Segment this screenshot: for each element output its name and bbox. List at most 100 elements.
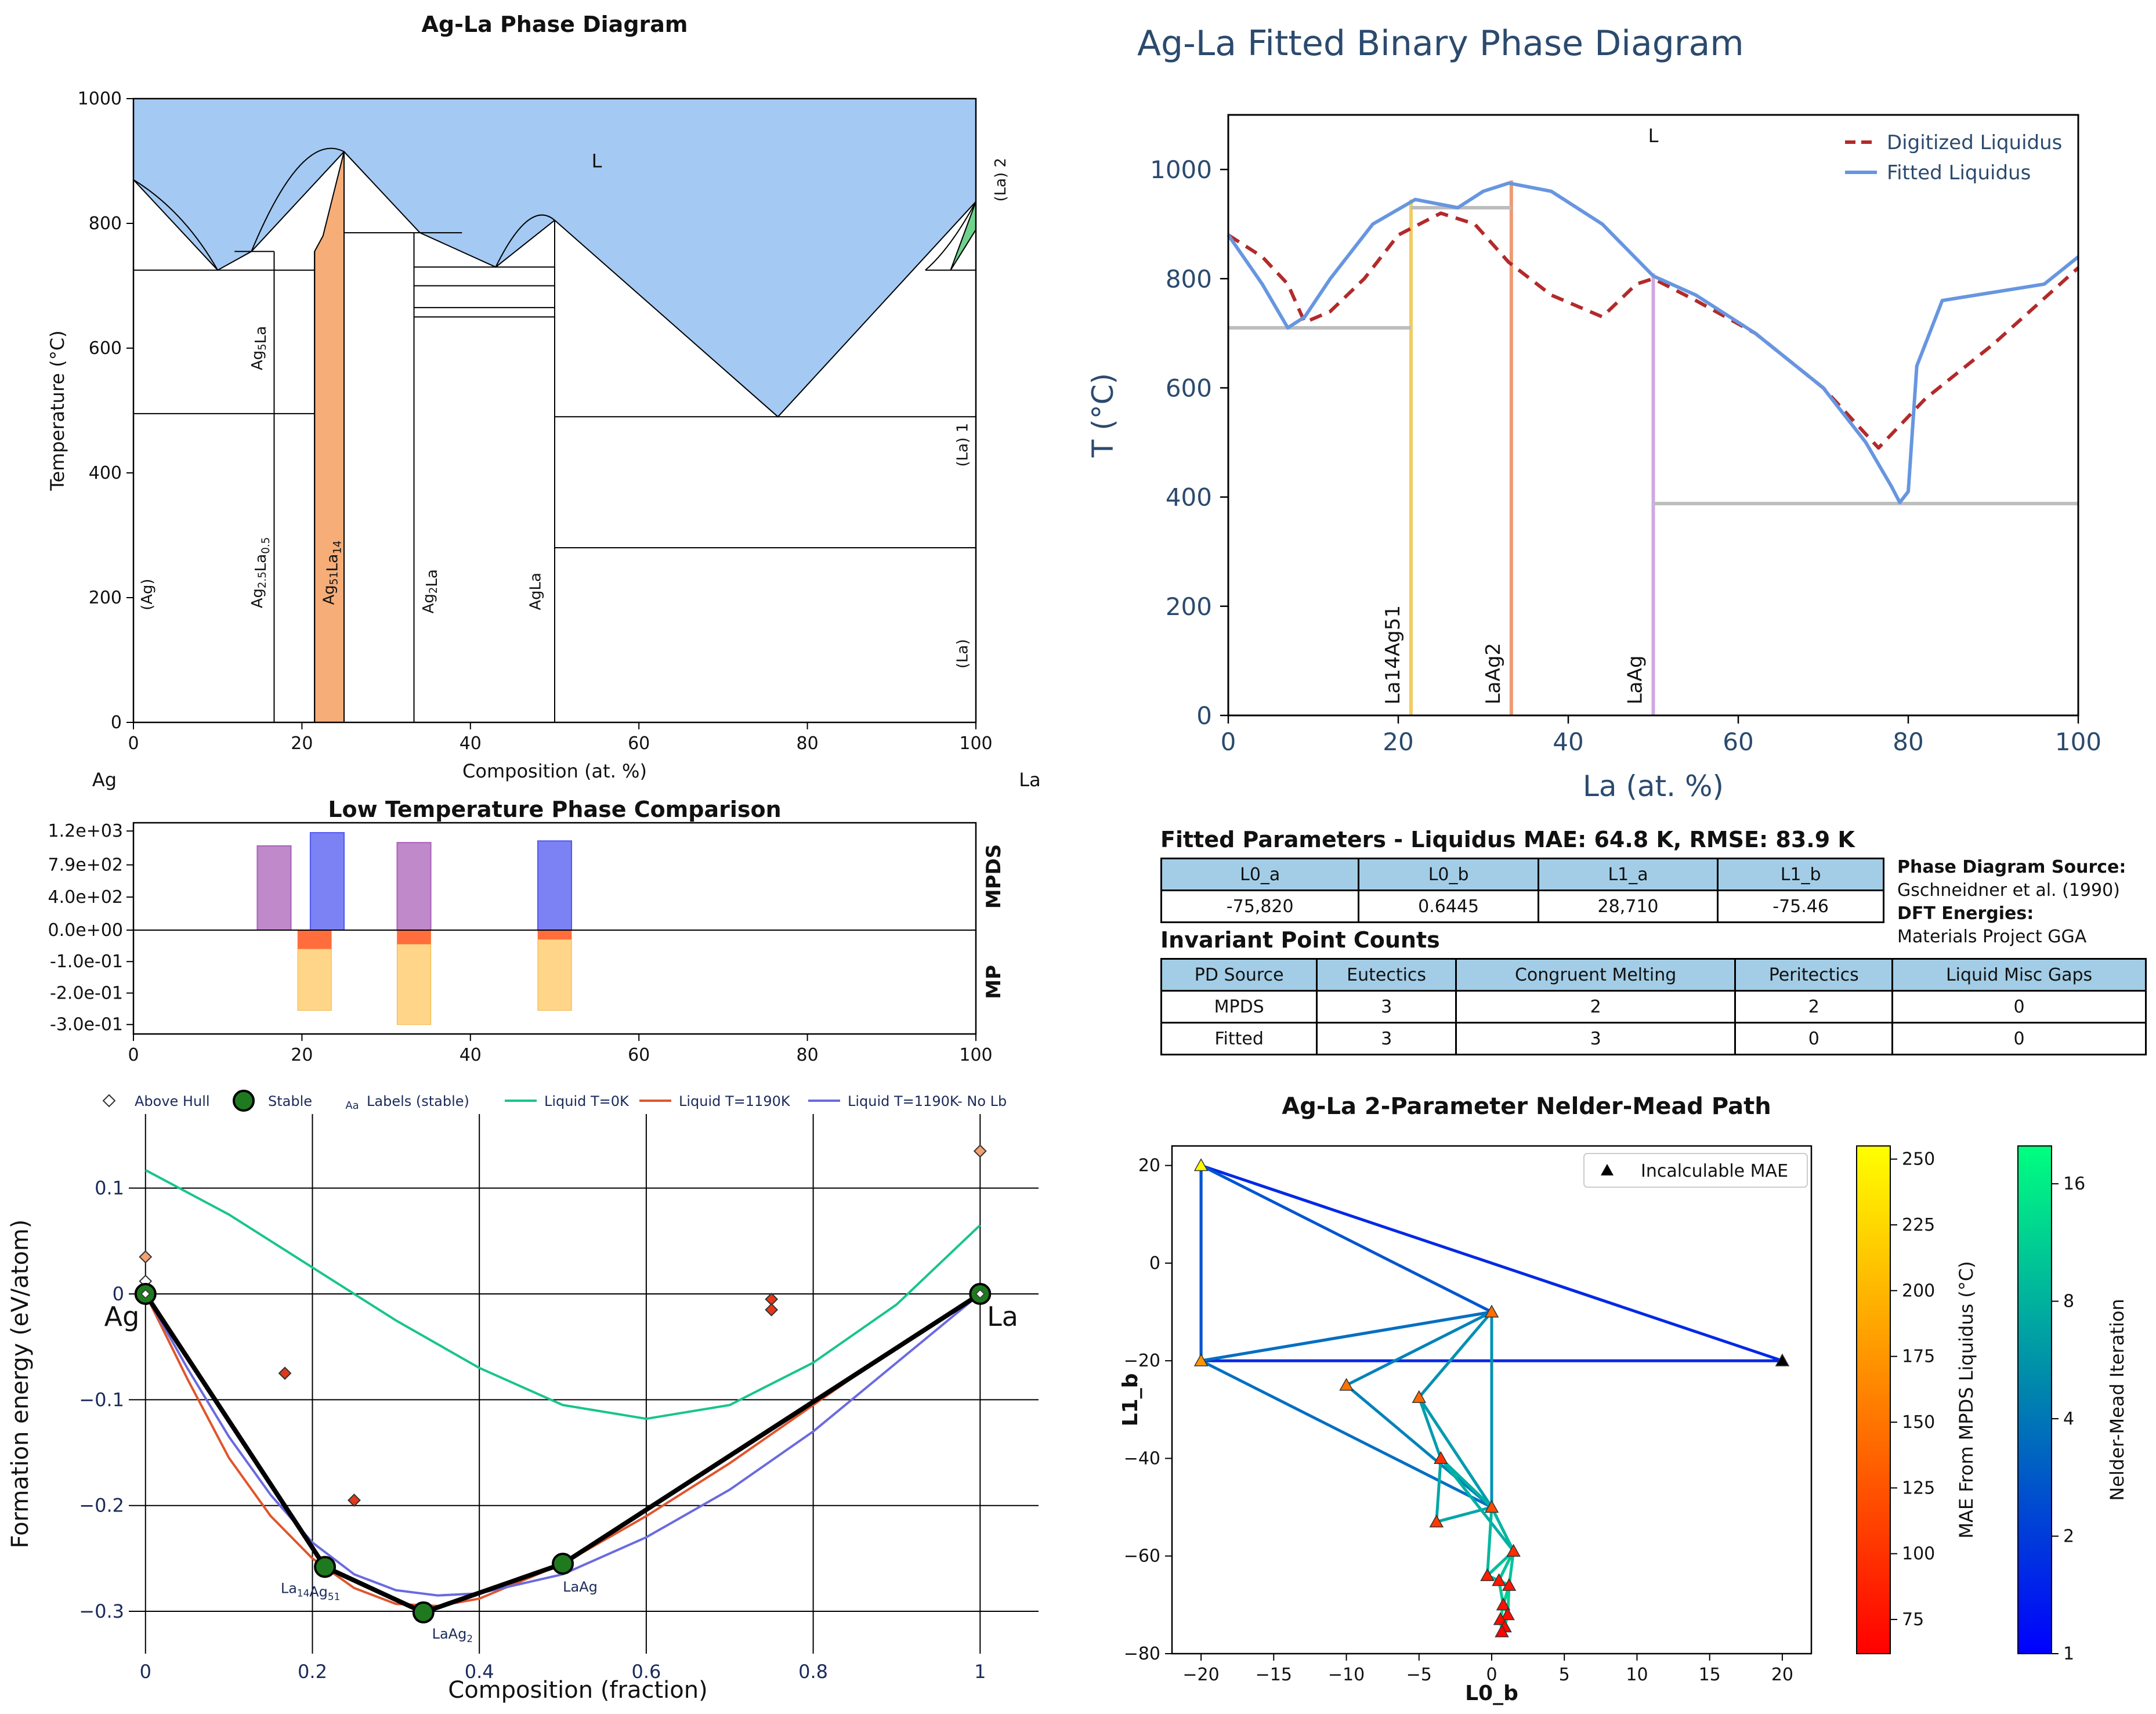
- x-tick-label: 40: [460, 733, 482, 754]
- series-line: [144, 1169, 981, 1420]
- phase-label: Ag51La14: [321, 540, 344, 605]
- mpds-bar: [396, 842, 432, 931]
- compound-label: La14Ag51: [1381, 605, 1405, 704]
- x-tick-label: 1: [974, 1661, 986, 1683]
- mp-hull-bar: [298, 930, 332, 949]
- dft-value: Materials Project GGA: [1897, 927, 2087, 947]
- y-axis-label: L1_b: [1119, 1373, 1142, 1427]
- chart-title: Ag-La Fitted Binary Phase Diagram: [1137, 23, 1744, 64]
- region-label: (Ag): [139, 578, 156, 610]
- x-tick-label: 60: [1723, 728, 1753, 756]
- evaluated-point: [1484, 1500, 1499, 1513]
- label-part: 51: [328, 572, 341, 585]
- stable-point: [552, 1553, 574, 1575]
- cbar-tick-label: 250: [1902, 1149, 1935, 1170]
- y-axis-label: Temperature (°C): [46, 330, 68, 491]
- above-hull-point: [278, 1366, 292, 1380]
- label-part: 5: [256, 343, 269, 350]
- source-info: Phase Diagram Source: Gschneidner et al.…: [1897, 856, 2126, 949]
- label-part: La: [252, 326, 270, 343]
- x-tick-label: 60: [628, 733, 650, 754]
- evaluated-point: [1480, 1568, 1495, 1581]
- liquid-region: [133, 99, 976, 417]
- x-tick-label: 5: [1559, 1665, 1570, 1685]
- x-tick-label: 0.8: [798, 1661, 828, 1683]
- legend-label: Above Hull: [135, 1093, 210, 1109]
- mp-hull-bar: [397, 930, 431, 945]
- end-label-left: Ag: [92, 769, 117, 791]
- phase-label: Ag5La: [249, 326, 270, 370]
- mpds-bar: [309, 832, 345, 931]
- x-tick-label: 0: [1486, 1665, 1497, 1685]
- above-hull-point: [139, 1250, 153, 1264]
- evaluated-point: [1339, 1377, 1354, 1391]
- label-part: 51: [328, 1590, 340, 1602]
- evaluated-point: [1495, 1624, 1509, 1637]
- label-part: LaAg: [563, 1579, 598, 1595]
- evaluated-point: [1500, 1607, 1515, 1621]
- invariant-table: PD Source Eutectics Congruent Melting Pe…: [1160, 958, 2147, 1055]
- simplex-path: [1345, 1310, 1493, 1509]
- simplex-path: [1199, 1164, 1493, 1362]
- chart-title: Ag-La Phase Diagram: [421, 12, 688, 37]
- low-temp-comparison-panel: 0 20 40 60 80 100 1.2e+03 7.9e+02 4.0e+02 0.0e+00…: [48, 797, 1005, 1065]
- table-header-cell: Peritectics: [1734, 958, 1894, 992]
- legend-label: Fitted Liquidus: [1887, 161, 2031, 185]
- y-tick-label: -1.0e-01: [50, 952, 123, 972]
- x-axis-label: Composition (at. %): [462, 760, 647, 782]
- solvus-curve: [133, 179, 219, 271]
- dome-curve: [495, 214, 555, 267]
- x-tick-label: 0: [1221, 728, 1236, 756]
- y-tick-label: 20: [1138, 1156, 1160, 1176]
- cbar-tick-label: 175: [1902, 1347, 1935, 1367]
- y-tick-label: 0.0e+00: [48, 920, 123, 941]
- above-hull-point: [975, 1289, 985, 1299]
- x-axis-label: Composition (fraction): [448, 1677, 707, 1704]
- label-part: Ag: [309, 1583, 328, 1600]
- evaluated-point: [1492, 1573, 1506, 1586]
- invariant-table-title: Invariant Point Counts: [1160, 927, 1440, 953]
- y-tick-label: −40: [1124, 1448, 1160, 1469]
- legend-marker: Aa: [345, 1100, 359, 1112]
- x-tick-label: 0: [140, 1661, 151, 1683]
- label-part: La: [252, 554, 270, 572]
- legend-label: Stable: [268, 1093, 312, 1109]
- table-header-cell: Eutectics: [1316, 958, 1457, 992]
- legend-label: Liquid T=1190K: [679, 1093, 791, 1109]
- legend-label: Digitized Liquidus: [1887, 131, 2062, 154]
- label-part: AgLa: [527, 573, 544, 610]
- phase-label: Ag2.5La0.5: [249, 537, 272, 609]
- phase-label: AgLa: [527, 573, 544, 610]
- x-tick-label: 80: [797, 1045, 819, 1065]
- x-tick-label: −5: [1406, 1665, 1432, 1685]
- stable-point: [412, 1601, 435, 1623]
- x-tick-label: 15: [1699, 1665, 1721, 1685]
- series-line: [144, 1293, 981, 1597]
- table-cell: 0: [1891, 990, 2147, 1024]
- x-tick-label: 80: [1893, 728, 1923, 756]
- label-part: Ag: [321, 585, 338, 605]
- label-part: Ag: [420, 594, 437, 613]
- x-tick-label: 0: [128, 733, 139, 754]
- cbar-tick-label: 225: [1902, 1215, 1935, 1235]
- phase-label: Ag2La: [420, 569, 441, 613]
- mpds-bar: [256, 845, 292, 931]
- dft-label: DFT Energies:: [1897, 903, 2034, 924]
- y-tick-label: 0: [111, 713, 122, 733]
- legend-label: Incalculable MAE: [1641, 1161, 1788, 1181]
- y-tick-label: −0.2: [79, 1495, 124, 1517]
- x-tick-label: 60: [628, 1045, 650, 1065]
- cbar-tick-label: 125: [1902, 1478, 1935, 1498]
- mp-hull-bar: [537, 930, 572, 940]
- y-tick-label: 0: [113, 1283, 124, 1305]
- fitted-parameters-table: L0_a L0_b L1_a L1_b -75,820 0.6445 28,71…: [1160, 858, 1884, 923]
- y-tick-label: 800: [1166, 265, 1212, 293]
- y-tick-label: -2.0e-01: [50, 983, 123, 1003]
- legend-marker: [1601, 1164, 1614, 1176]
- x-tick-label: −15: [1256, 1665, 1292, 1685]
- x-tick-label: −20: [1182, 1665, 1219, 1685]
- y-tick-label: 4.0e+02: [48, 887, 123, 907]
- table-cell: -75.46: [1717, 889, 1884, 923]
